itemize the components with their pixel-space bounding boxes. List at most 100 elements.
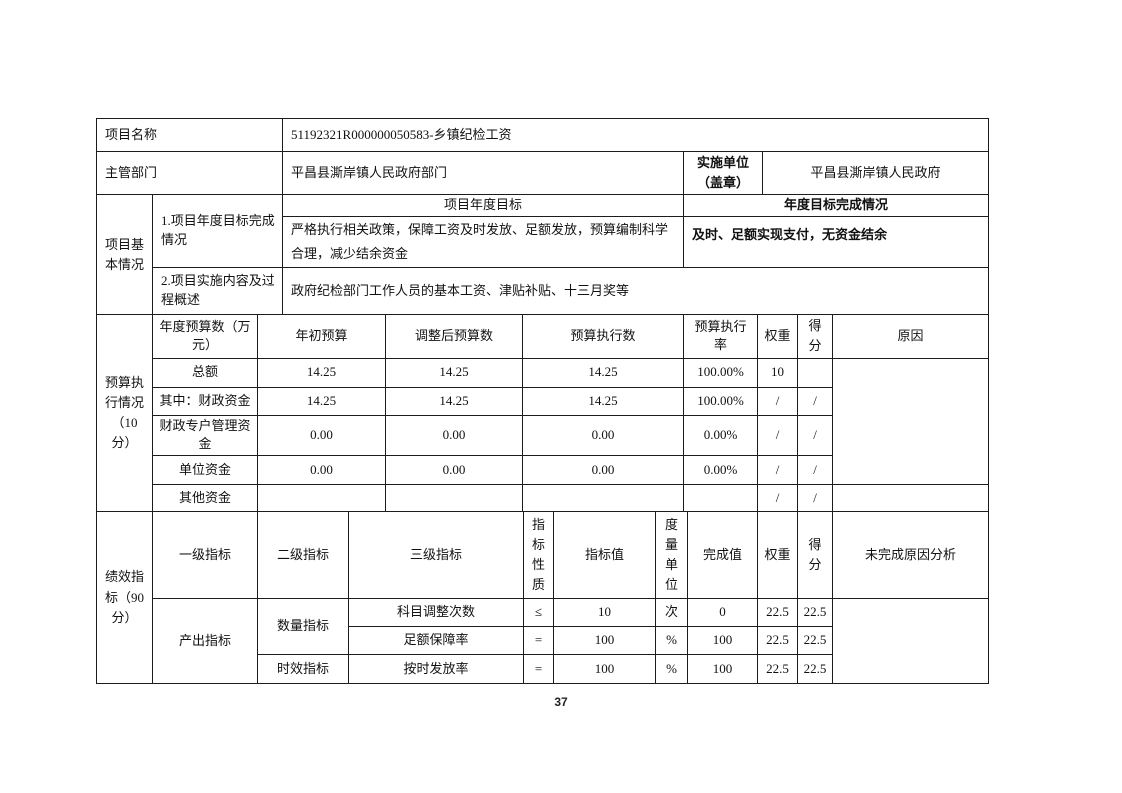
completion-value: 及时、足额实现支付，无资金结余: [683, 216, 989, 269]
evaluation-table: 项目名称 51192321R000000050583-乡镇纪检工资 主管部门 平…: [96, 118, 990, 685]
section-performance-indicators: 绩效指 标（90 分） 一级指标 二级指标 三级指标 指 标 性 质 指标值 度…: [96, 511, 989, 685]
perf-header-reason: 未完成原因分析: [832, 511, 989, 600]
perf-target: 100: [553, 654, 656, 685]
budget-header-category: 年度预算数（万元）: [152, 314, 258, 359]
performance-group-label: 绩效指 标（90 分）: [96, 511, 153, 685]
perf-level3: 按时发放率: [348, 654, 524, 685]
implementation-value: 政府纪检部门工作人员的基本工资、津贴补贴、十三月奖等: [282, 267, 989, 316]
budget-header-score: 得 分: [797, 314, 833, 359]
budget-row-label: 总额: [152, 357, 258, 388]
perf-header-level1: 一级指标: [152, 511, 258, 600]
perf-header-actual: 完成值: [687, 511, 758, 600]
perf-nature: =: [523, 654, 554, 685]
budget-rate: 0.00%: [683, 414, 758, 457]
perf-header-score: 得 分: [797, 511, 833, 600]
budget-adjusted: 0.00: [385, 414, 523, 457]
budget-score: [797, 357, 833, 388]
section-basic-info: 项目基 本情况 1.项目年度目标完成情况 项目年度目标 年度目标完成情况 严格执…: [96, 194, 989, 316]
impl-unit-label: 实施单位 （盖章）: [683, 150, 763, 196]
budget-row-unit-funds: 单位资金 0.00 0.00 0.00 0.00% / /: [97, 455, 989, 486]
budget-adjusted: [385, 484, 523, 513]
budget-reason-cell-last: [832, 484, 989, 513]
budget-weight: /: [757, 484, 798, 513]
budget-score: /: [797, 414, 833, 457]
perf-header-weight: 权重: [757, 511, 798, 600]
perf-level2-quantity: 数量指标: [257, 598, 349, 656]
budget-initial: 0.00: [257, 455, 386, 486]
budget-row-fiscal: 其中：财政资金 14.25 14.25 14.25 100.00% / /: [97, 386, 989, 416]
budget-adjusted: 14.25: [385, 386, 523, 416]
budget-reason-cell: [832, 357, 989, 486]
budget-score: /: [797, 484, 833, 513]
impl-unit-value: 平昌县澌岸镇人民政府: [761, 150, 990, 196]
perf-reason-cell: [832, 598, 989, 685]
perf-weight: 22.5: [757, 654, 798, 685]
budget-row-label: 财政专户管理资金: [152, 414, 258, 457]
perf-unit: 次: [655, 598, 688, 628]
completion-header: 年度目标完成情况: [683, 194, 989, 218]
budget-rate: 100.00%: [683, 357, 758, 388]
perf-level3: 足额保障率: [348, 626, 524, 656]
budget-rate: 100.00%: [683, 386, 758, 416]
budget-header-reason: 原因: [832, 314, 989, 359]
budget-row-special-account: 财政专户管理资金 0.00 0.00 0.00 0.00% / /: [97, 414, 989, 457]
annual-goal-item-label: 1.项目年度目标完成情况: [152, 194, 283, 269]
basic-info-group-label: 项目基 本情况: [96, 194, 153, 316]
perf-nature: ≤: [523, 598, 554, 628]
section-project-header: 项目名称 51192321R000000050583-乡镇纪检工资 主管部门 平…: [96, 118, 990, 196]
budget-initial: 0.00: [257, 414, 386, 457]
perf-level1-value: 产出指标: [152, 598, 258, 685]
budget-header-executed: 预算执行数: [522, 314, 684, 359]
perf-actual: 100: [687, 626, 758, 656]
budget-header-initial: 年初预算: [257, 314, 386, 359]
budget-adjusted: 0.00: [385, 455, 523, 486]
budget-executed: 0.00: [522, 455, 684, 486]
perf-actual: 0: [687, 598, 758, 628]
budget-score: /: [797, 455, 833, 486]
budget-row-label: 其他资金: [152, 484, 258, 513]
perf-actual: 100: [687, 654, 758, 685]
budget-score: /: [797, 386, 833, 416]
perf-score: 22.5: [797, 626, 833, 656]
perf-header-level3: 三级指标: [348, 511, 524, 600]
budget-row-total: 总额 14.25 14.25 14.25 100.00% 10: [97, 357, 989, 486]
perf-row-full-guarantee: 足额保障率 = 100 % 100 22.5 22.5: [97, 626, 989, 656]
budget-initial: 14.25: [257, 357, 386, 388]
annual-goal-value: 严格执行相关政策，保障工资及时发放、足额发放，预算编制科学合理，减少结余资金: [282, 216, 684, 269]
perf-level3: 科目调整次数: [348, 598, 524, 628]
budget-rate: 0.00%: [683, 455, 758, 486]
budget-rate: [683, 484, 758, 513]
budget-header-adjusted: 调整后预算数: [385, 314, 523, 359]
budget-row-other-funds: 其他资金 / /: [97, 484, 989, 513]
page-number: 37: [554, 695, 568, 709]
perf-weight: 22.5: [757, 598, 798, 628]
implementation-item-label: 2.项目实施内容及过程概述: [152, 267, 283, 316]
perf-score: 22.5: [797, 654, 833, 685]
perf-unit: %: [655, 626, 688, 656]
budget-group-label: 预算执 行情况 （10分）: [96, 314, 153, 513]
budget-executed: 14.25: [522, 386, 684, 416]
project-name-value: 51192321R000000050583-乡镇纪检工资: [281, 118, 990, 152]
budget-initial: 14.25: [257, 386, 386, 416]
perf-row-on-time-payment: 时效指标 按时发放率 = 100 % 100 22.5 22.5: [97, 654, 989, 685]
perf-header-unit: 度 量 单 位: [655, 511, 688, 600]
perf-level2-timeliness: 时效指标: [257, 654, 349, 685]
budget-header-rate: 预算执行率: [683, 314, 758, 359]
perf-weight: 22.5: [757, 626, 798, 656]
dept-label: 主管部门: [96, 150, 283, 196]
perf-header-nature: 指 标 性 质: [523, 511, 554, 600]
budget-weight: 10: [757, 357, 798, 388]
section-budget-execution: 预算执 行情况 （10分） 年度预算数（万元） 年初预算 调整后预算数 预算执行…: [96, 314, 989, 513]
budget-executed: 0.00: [522, 414, 684, 457]
project-name-label: 项目名称: [96, 118, 283, 152]
perf-nature: =: [523, 626, 554, 656]
perf-row-subject-adjustments: 产出指标 数量指标 科目调整次数 ≤ 10 次 0 22.5 22.5: [97, 598, 989, 685]
budget-weight: /: [757, 414, 798, 457]
perf-unit: %: [655, 654, 688, 685]
dept-value: 平昌县澌岸镇人民政府部门: [282, 150, 684, 196]
budget-weight: /: [757, 455, 798, 486]
budget-executed: 14.25: [522, 357, 684, 388]
perf-header-target: 指标值: [553, 511, 656, 600]
perf-score: 22.5: [797, 598, 833, 628]
